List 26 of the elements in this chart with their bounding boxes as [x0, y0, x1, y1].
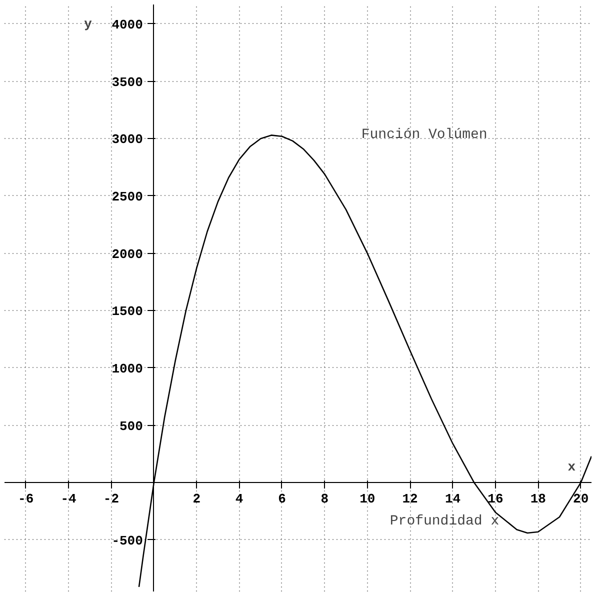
x-tick-label: 18	[530, 492, 546, 507]
y-tick-label: 2000	[112, 246, 144, 262]
text: Función Volúmen	[361, 127, 488, 144]
x-tick-label: 4	[235, 492, 244, 507]
x-tick-label: -4	[60, 492, 77, 507]
x-axis-title: x	[568, 460, 576, 475]
y-tick-label: 2500	[112, 189, 144, 204]
y-axis-title: y	[84, 16, 92, 32]
x-tick-label: 8	[320, 492, 329, 507]
annotation: Profundidad x	[390, 514, 500, 530]
x-tick-label: 2	[192, 492, 201, 507]
x-tick-label: 20	[573, 492, 589, 507]
y-tick-label: 1000	[112, 361, 144, 376]
x-tick-label: -6	[18, 492, 34, 507]
y-tick-label: -500	[112, 533, 144, 548]
y-tick-label: 500	[120, 418, 144, 434]
x-tick-label: 6	[278, 492, 286, 507]
y-tick-label: 1500	[112, 304, 144, 320]
x-tick-label: -2	[103, 492, 120, 507]
x-tick-label: 12	[402, 492, 418, 507]
x-tick-label: 16	[488, 492, 504, 507]
y-tick-label: 3000	[112, 132, 144, 148]
y-tick-label: 3500	[112, 74, 144, 90]
x-tick-label: 10	[360, 492, 376, 507]
x-tick-label: 14	[444, 492, 461, 507]
y-tick-label: 4000	[112, 17, 144, 32]
